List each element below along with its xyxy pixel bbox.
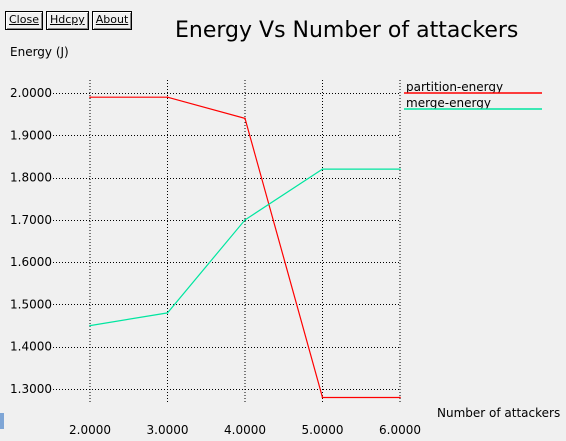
legend-label-merge-energy: merge-energy <box>406 96 491 110</box>
x-tick-label-0: 2.0000 <box>69 423 111 437</box>
x-tick-label-4: 6.0000 <box>379 423 421 437</box>
data-point-partition-energy-3 <box>321 396 324 399</box>
y-tick-label-5: 1.5000 <box>10 297 52 311</box>
x-tick-label-2: 4.0000 <box>224 423 266 437</box>
series-line-partition-energy <box>90 96 400 399</box>
data-point-merge-energy-1 <box>166 312 169 314</box>
y-tick-label-7: 1.3000 <box>10 382 52 396</box>
hdcpy-button-label: Hdcpy <box>49 13 85 26</box>
x-tick-label-1: 3.0000 <box>147 423 189 437</box>
y-tick-label-6: 1.4000 <box>10 340 52 354</box>
x-axis-label: Number of attackers <box>437 406 560 420</box>
data-point-partition-energy-2 <box>244 117 246 120</box>
window-edge-marker <box>0 413 4 429</box>
data-point-merge-energy-0 <box>89 324 91 327</box>
data-point-merge-energy-2 <box>244 219 246 221</box>
about-button[interactable]: About <box>91 11 133 30</box>
close-button-label: Close <box>9 13 39 26</box>
toolbar: Close Hdcpy About <box>5 11 133 30</box>
y-tick-label-3: 1.7000 <box>10 213 52 227</box>
y-tick-label-1: 1.9000 <box>10 128 52 142</box>
y-tick-label-0: 2.0000 <box>10 86 52 100</box>
chart-title: Energy Vs Number of attackers <box>175 18 519 43</box>
y-tick-label-2: 1.8000 <box>10 171 52 185</box>
about-button-label: About <box>95 13 129 26</box>
data-point-partition-energy-1 <box>166 96 169 99</box>
close-button[interactable]: Close <box>5 11 43 30</box>
data-point-merge-energy-4 <box>399 168 401 170</box>
x-tick-label-3: 5.0000 <box>302 423 344 437</box>
y-tick-label-4: 1.6000 <box>10 255 52 269</box>
legend-label-partition-energy: partition-energy <box>406 80 503 94</box>
hdcpy-button[interactable]: Hdcpy <box>45 11 89 30</box>
y-axis-label: Energy (J) <box>10 45 69 59</box>
data-point-partition-energy-0 <box>89 96 91 99</box>
data-point-partition-energy-4 <box>399 396 401 399</box>
data-point-merge-energy-3 <box>321 168 324 170</box>
